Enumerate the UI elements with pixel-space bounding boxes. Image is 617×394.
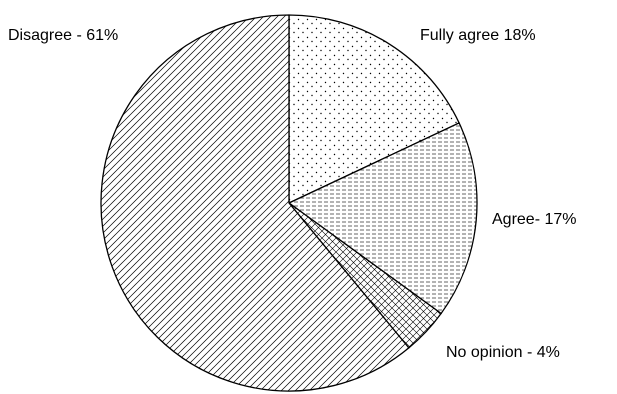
pie-labels: Fully agree 18% Agree- 17% No opinion - … [8,27,577,361]
label-disagree: Disagree - 61% [8,27,118,44]
label-fully-agree: Fully agree 18% [420,27,536,44]
label-no-opinion: No opinion - 4% [446,344,560,361]
pie-slice-fully-agree [288,14,460,204]
label-agree: Agree- 17% [492,211,577,228]
pie-slice-disagree [100,14,410,392]
pie-slices [100,14,478,392]
pie-slice-agree [288,122,478,315]
